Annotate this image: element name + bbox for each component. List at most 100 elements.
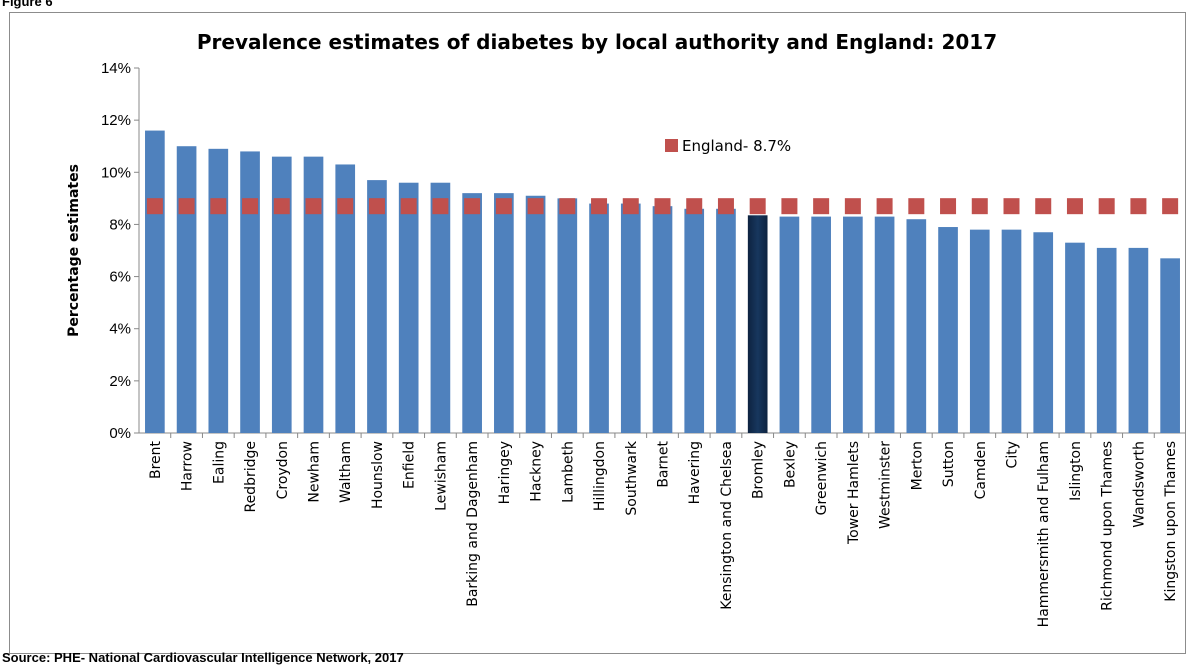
england-marker	[749, 198, 766, 215]
x-tick-label: Haringey	[497, 441, 513, 504]
x-tick-label: Kensington and Chelsea	[719, 441, 735, 610]
england-marker	[400, 198, 417, 215]
bar-haringey	[494, 193, 514, 433]
england-marker	[305, 198, 322, 215]
x-tick-label: Barking and Dagenham	[465, 441, 481, 607]
x-tick-label: Greenwich	[814, 441, 830, 515]
legend-swatch	[665, 139, 678, 152]
england-marker	[464, 198, 481, 215]
bar-chart: Prevalence estimates of diabetes by loca…	[66, 30, 1185, 627]
england-marker	[1066, 198, 1083, 215]
bar-havering	[684, 208, 705, 433]
x-tick-label: Hammersmith and Fulham	[1036, 441, 1052, 627]
bar-richmond-upon-thames	[1096, 247, 1117, 433]
x-tick-label: Wandsworth	[1131, 441, 1147, 528]
bar-lambeth	[557, 198, 578, 433]
x-tick-label: Havering	[687, 441, 703, 504]
bar-camden	[969, 229, 990, 433]
bar-waltham	[335, 164, 356, 433]
bar-kensington-and-chelsea	[716, 208, 736, 433]
y-tick-label: 6%	[109, 269, 131, 286]
bar-harrow	[176, 146, 197, 433]
bar-newham	[303, 156, 324, 433]
bar-hackney	[525, 195, 546, 433]
y-tick-label: 12%	[101, 112, 131, 129]
england-marker	[273, 198, 290, 215]
england-marker	[210, 198, 227, 215]
bar-southwark	[620, 203, 641, 433]
bar-croydon	[271, 156, 292, 433]
england-marker	[876, 198, 893, 215]
y-tick-label: 14%	[101, 60, 131, 77]
x-tick-label: Lambeth	[560, 441, 576, 503]
england-marker	[242, 198, 259, 215]
x-tick-label: Harrow	[180, 441, 196, 491]
x-tick-label: Newham	[307, 441, 323, 503]
england-marker	[178, 198, 195, 215]
england-marker	[1035, 198, 1052, 215]
x-tick-label: Hounslow	[370, 441, 386, 509]
england-marker	[591, 198, 608, 215]
bar-islington	[1065, 242, 1085, 433]
bar-tower-hamlets	[843, 216, 863, 433]
x-tick-label: City	[1005, 441, 1021, 468]
england-marker	[527, 198, 544, 215]
england-marker	[432, 198, 449, 215]
bar-hillingdon	[589, 203, 609, 433]
bar-city	[1001, 229, 1022, 433]
x-tick-label: Lewisham	[433, 441, 449, 511]
bar-hammersmith-and-fulham	[1033, 232, 1054, 433]
x-tick-label: Westminster	[878, 441, 894, 529]
bar-merton	[906, 219, 927, 433]
x-tick-label: Bromley	[751, 441, 767, 499]
legend-label: England- 8.7%	[682, 137, 791, 155]
y-tick-label: 4%	[109, 321, 131, 338]
chart-title: Prevalence estimates of diabetes by loca…	[197, 30, 997, 54]
england-marker	[1130, 198, 1147, 215]
bar-westminster	[874, 216, 895, 433]
source-note: Source: PHE- National Cardiovascular Int…	[2, 650, 404, 665]
x-tick-label: Islington	[1068, 441, 1084, 501]
england-marker	[717, 198, 734, 215]
bar-barking-and-dagenham	[462, 193, 482, 433]
y-tick-label: 0%	[109, 425, 131, 442]
bar-hounslow	[367, 180, 387, 433]
bar-bexley	[779, 216, 800, 433]
bar-ealing	[208, 148, 229, 434]
x-tick-label: Bexley	[782, 441, 798, 488]
england-marker	[654, 198, 671, 215]
england-marker	[559, 198, 576, 215]
bar-barnet	[652, 206, 673, 433]
bar-enfield	[398, 182, 419, 433]
x-tick-label: Merton	[909, 441, 925, 490]
y-tick-label: 10%	[101, 164, 131, 181]
bar-lewisham	[430, 182, 451, 433]
x-tick-label: Kingston upon Thames	[1163, 441, 1179, 602]
england-marker	[1003, 198, 1020, 215]
x-tick-label: Hillingdon	[592, 441, 608, 511]
bar-wandsworth	[1128, 247, 1149, 433]
x-tick-label: Tower Hamlets	[846, 441, 862, 545]
x-tick-label: Camden	[973, 441, 989, 499]
x-tick-label: Redbridge	[243, 441, 259, 513]
england-marker	[971, 198, 988, 215]
england-marker	[686, 198, 703, 215]
y-tick-label: 8%	[109, 216, 131, 233]
x-tick-label: Southwark	[624, 440, 640, 515]
bar-kingston-upon-thames	[1160, 258, 1180, 433]
y-axis-label: Percentage estimates	[66, 164, 82, 337]
england-marker	[1098, 198, 1115, 215]
england-marker	[368, 198, 385, 215]
england-marker	[622, 198, 639, 215]
england-marker	[908, 198, 925, 215]
england-marker	[781, 198, 798, 215]
x-tick-label: Hackney	[529, 441, 545, 502]
bar-sutton	[938, 227, 958, 433]
england-marker	[1162, 198, 1179, 215]
figure-label: Figure 6	[2, 0, 53, 9]
x-tick-label: Barnet	[656, 440, 672, 487]
bar-redbridge	[240, 151, 260, 433]
x-tick-label: Croydon	[275, 441, 291, 499]
x-tick-label: Ealing	[211, 441, 227, 484]
england-marker	[940, 198, 957, 215]
